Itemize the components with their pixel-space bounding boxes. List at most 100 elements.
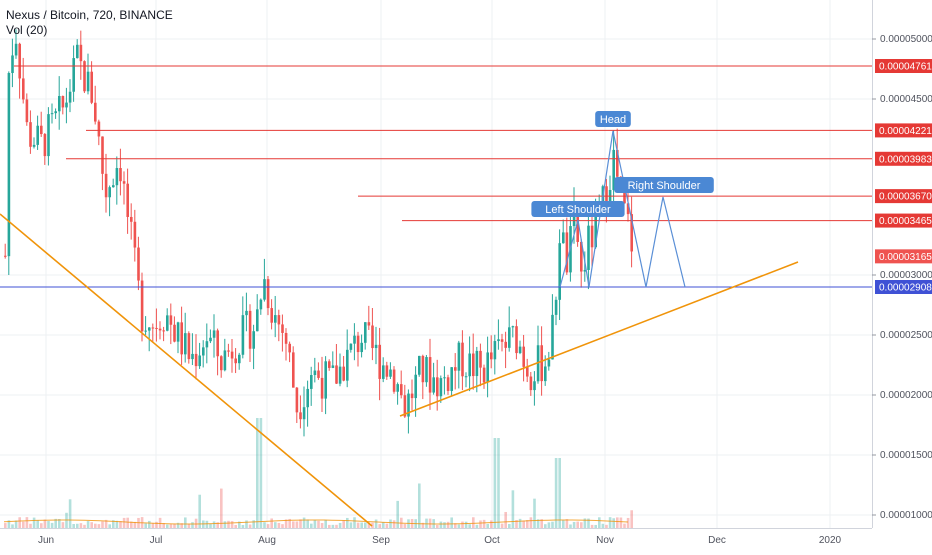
candle-body	[11, 55, 14, 74]
volume-bar	[230, 521, 234, 528]
volume-bar	[475, 524, 479, 528]
candle-body	[4, 255, 7, 257]
volume-bar	[554, 458, 558, 528]
volume-bar	[295, 521, 299, 528]
volume-bar	[630, 510, 633, 528]
candle-body	[158, 328, 162, 331]
volume-bar	[119, 521, 122, 528]
volume-bar	[115, 520, 119, 528]
candle-body	[551, 314, 554, 360]
candle-body	[115, 168, 119, 186]
volume-bar	[504, 511, 507, 528]
candle-body	[558, 243, 561, 300]
candle-body	[464, 376, 468, 378]
candle-body	[191, 353, 194, 360]
y-tick-label: 0.00001000	[880, 510, 932, 521]
y-tick-label: 0.00002000	[880, 390, 932, 401]
volume-bar	[176, 522, 180, 528]
candle-body	[594, 212, 597, 248]
y-tick-label: 0.00004500	[880, 94, 932, 105]
x-tick-label: Jun	[38, 535, 54, 546]
candle-body	[302, 407, 306, 420]
volume-bar	[619, 517, 623, 528]
volume-bar	[382, 522, 385, 528]
volume-bar	[454, 523, 457, 528]
candle-body	[414, 374, 417, 399]
volume-bar	[68, 499, 72, 528]
candle-body	[410, 393, 414, 399]
candle-body	[497, 339, 500, 342]
volume-bar	[540, 519, 543, 528]
volume-bar	[155, 521, 158, 528]
volume-bar	[439, 521, 443, 528]
volume-bar	[583, 518, 587, 528]
candle-body	[65, 102, 68, 108]
candle-body	[540, 345, 543, 382]
candle-body	[220, 356, 223, 371]
candle-body	[403, 395, 407, 417]
candle-body	[371, 325, 374, 349]
descending-trendline	[0, 213, 373, 527]
volume-bar	[349, 522, 353, 528]
candle-body	[198, 355, 201, 367]
x-tick-label: Oct	[484, 535, 500, 546]
volume-bar	[158, 517, 162, 528]
volume-bar	[7, 520, 11, 528]
volume-bar	[72, 523, 75, 528]
candle-body	[97, 121, 101, 137]
candle-body	[544, 366, 547, 382]
y-tick-label: 0.00002500	[880, 330, 932, 341]
volume-bar	[94, 523, 97, 528]
volume-bar	[594, 524, 597, 528]
volume-bar	[461, 521, 464, 528]
candle-body	[612, 149, 615, 190]
volume-indicator-label[interactable]: Vol (20)	[6, 23, 48, 37]
volume-bar	[180, 523, 183, 528]
candle-body	[43, 134, 47, 157]
volume-bar	[238, 521, 241, 528]
x-tick-label: 2020	[819, 535, 842, 546]
level-price-tag: 0.00004221	[879, 126, 932, 137]
volume-bar	[472, 517, 475, 528]
volume-bar	[29, 523, 32, 528]
volume-bar	[425, 518, 428, 528]
candle-body	[320, 377, 324, 399]
x-tick-label: Jul	[150, 535, 163, 546]
volume-bar	[529, 517, 533, 528]
candle-body	[313, 370, 317, 376]
volume-bar	[104, 519, 108, 528]
candle-body	[230, 351, 234, 359]
candle-body	[180, 322, 183, 355]
volume-bar	[209, 523, 212, 528]
level-price-tag: 0.00003670	[879, 192, 932, 203]
candle-body	[130, 216, 133, 222]
candle-body	[252, 331, 255, 349]
volume-bar	[353, 517, 356, 528]
volume-bar	[536, 519, 540, 528]
candle-body	[335, 365, 338, 384]
volume-bars	[4, 418, 633, 528]
volume-bar	[277, 522, 281, 528]
volume-bar	[97, 524, 101, 528]
candle-body	[299, 412, 302, 420]
volume-bar	[608, 517, 612, 528]
level-price-tag-bg	[875, 280, 932, 294]
volume-bar	[191, 522, 194, 528]
volume-bar	[194, 518, 198, 528]
candle-body	[472, 353, 475, 377]
candle-body	[356, 335, 360, 353]
candle-body	[490, 352, 493, 360]
volume-bar	[392, 520, 396, 528]
volume-bar	[421, 522, 425, 528]
volume-bar	[166, 524, 169, 528]
candle-body	[40, 125, 43, 135]
candle-body	[583, 269, 587, 272]
volume-bar	[428, 518, 432, 528]
candle-body	[576, 205, 579, 242]
level-price-tag-bg	[875, 189, 932, 204]
candle-body	[486, 352, 489, 383]
volume-bar	[565, 519, 569, 528]
level-price-tag: 0.00004761	[879, 62, 932, 73]
